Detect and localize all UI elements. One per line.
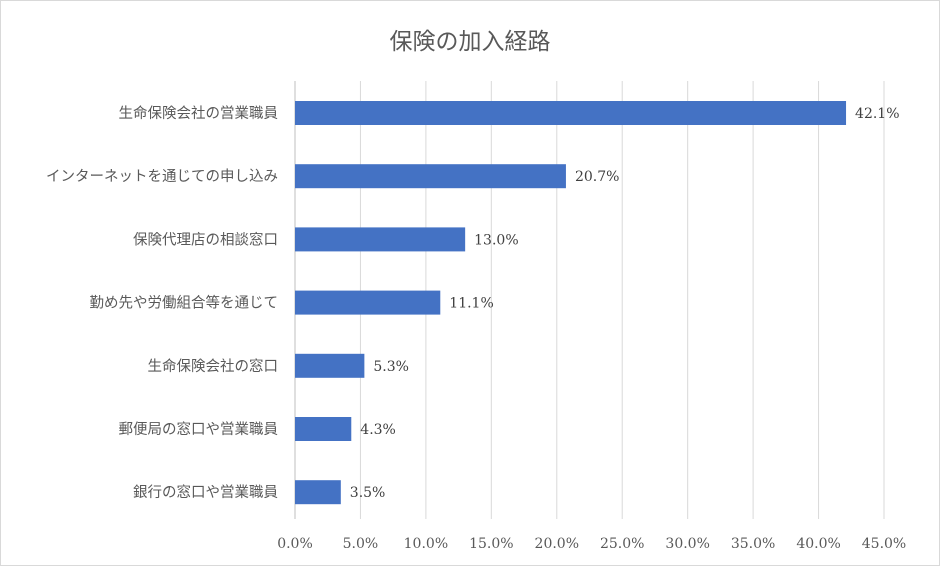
bar [295,417,352,441]
bars [295,101,847,505]
bar [295,290,441,315]
category-label: インターネットを通じての申し込み [46,168,278,185]
x-tick-label: 45.0% [862,536,906,552]
data-label: 11.1% [449,296,493,312]
x-tick-label: 5.0% [343,536,379,552]
data-label: 13.0% [474,232,518,248]
x-axis-ticks: 0.0% 5.0% 10.0% 15.0% 20.0% 25.0% 30.0% 35.0% 40… [277,536,906,552]
chart-title: 保険の加入経路 [390,29,551,55]
category-label: 生命保険会社の窓口 [148,357,279,375]
data-label: 5.3% [373,359,409,375]
category-label: 勤め先や労働組合等を通じて [90,294,279,312]
x-tick-label: 30.0% [665,536,709,552]
value-labels: 42.1% 20.7% 13.0% 11.1% 5.3% 4.3% 3.5% [350,106,900,501]
category-label: 郵便局の窓口や営業職員 [119,420,279,438]
gridlines [294,81,885,519]
data-label: 3.5% [350,485,386,501]
x-tick-label: 20.0% [535,536,579,552]
x-tick-label: 0.0% [277,536,313,552]
bar [295,227,466,252]
category-label: 保険代理店の相談窓口 [133,230,278,248]
bar [295,353,365,378]
x-tick-label: 10.0% [404,536,448,552]
bar [295,164,566,189]
bar [295,101,847,125]
data-label: 42.1% [855,106,899,122]
category-labels: 生命保険会社の営業職員インターネットを通じての申し込み保険代理店の相談窓口勤め先… [46,104,278,501]
data-label: 4.3% [360,422,396,438]
category-label: 生命保険会社の営業職員 [119,104,279,122]
data-label: 20.7% [575,169,619,185]
x-tick-label: 25.0% [600,536,644,552]
x-tick-label: 35.0% [731,536,775,552]
bar [295,480,341,505]
x-tick-label: 40.0% [796,536,840,552]
category-label: 銀行の窓口や営業職員 [133,483,278,501]
x-tick-label: 15.0% [469,536,513,552]
